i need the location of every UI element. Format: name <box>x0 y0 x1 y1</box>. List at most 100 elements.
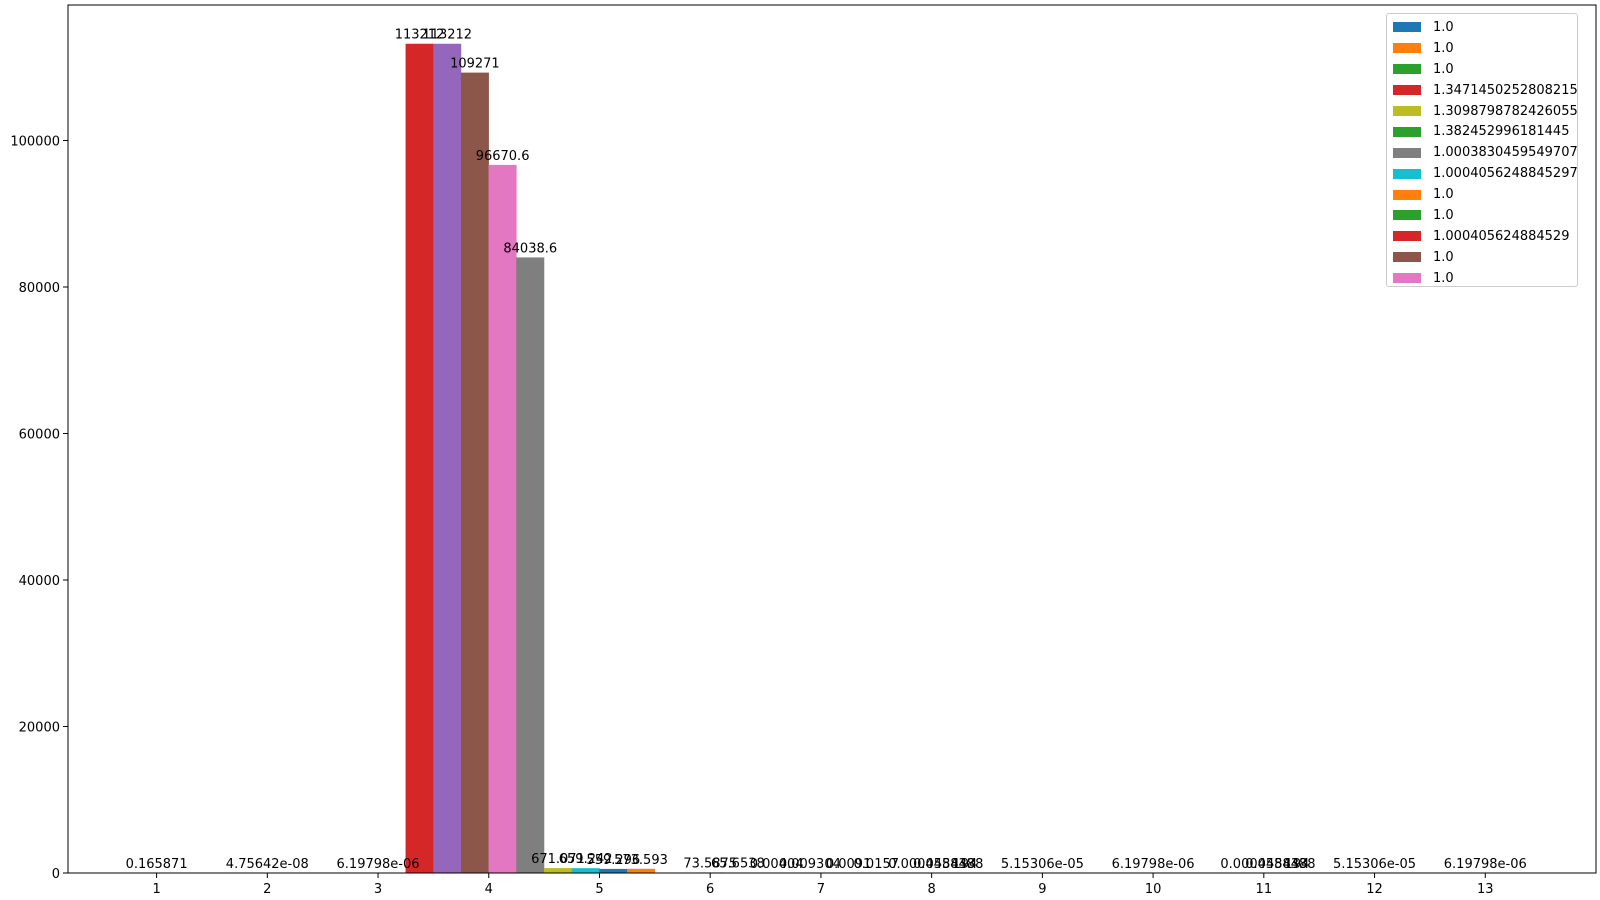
data-label-1: 0.165871 <box>126 857 188 872</box>
data-labels-layer: 0.165871 4.75642e-08 6.19798e-06 1132121132… <box>126 28 1527 872</box>
x-tick-label-9: 9 <box>1038 882 1046 897</box>
legend-label: 1.3098798782426055 <box>1433 103 1578 119</box>
legend-item-7: 1.0003830459549707 <box>1393 142 1578 163</box>
x-tick-label-1: 1 <box>152 882 160 897</box>
data-label-23: 6.19798e-06 <box>1112 857 1195 872</box>
x-tick-label-8: 8 <box>928 882 936 897</box>
legend-label: 1.000405624884529 <box>1433 228 1570 244</box>
data-label-20: 0.0458438 <box>913 857 983 872</box>
legend-label: 1.382452996181445 <box>1433 124 1570 140</box>
legend-label: 1.3471450252808215 <box>1433 82 1578 98</box>
bar-10 <box>571 868 600 873</box>
data-label-21: 194 <box>952 857 977 872</box>
data-label-12: 573.593 <box>614 853 668 868</box>
legend-item-8: 1.0004056248845297 <box>1393 163 1578 184</box>
legend-item-4: 1.3471450252808215 <box>1393 80 1578 101</box>
legend-item-11: 1.000405624884529 <box>1393 226 1571 247</box>
x-tick-label-3: 3 <box>374 882 382 897</box>
data-label-14: 65.6538 <box>711 857 765 872</box>
x-tick-label-10: 10 <box>1145 882 1162 897</box>
legend-swatch <box>1393 22 1421 33</box>
x-tick-label-12: 12 <box>1366 882 1383 897</box>
legend-swatch <box>1393 106 1421 116</box>
data-label-3: 6.19798e-06 <box>337 857 420 872</box>
legend-item-3: 1.0 <box>1393 59 1571 80</box>
x-tick-label-6: 6 <box>706 882 714 897</box>
y-tick-label-6: 100000 <box>10 135 60 150</box>
bar-6 <box>460 72 489 874</box>
y-tick-label-2: 20000 <box>19 721 60 736</box>
legend-label: 1.0 <box>1433 40 1454 56</box>
legend-swatch <box>1393 210 1421 221</box>
legend-swatch <box>1393 64 1421 75</box>
y-tick-label-1: 0 <box>52 867 60 882</box>
data-label-17: 0.0091 <box>826 857 872 872</box>
legend-swatch <box>1393 126 1421 137</box>
x-tick-label-2: 2 <box>263 882 271 897</box>
legend-label: 1.0 <box>1433 61 1454 77</box>
y-tick-label-3: 40000 <box>19 574 60 589</box>
data-label-18: 0.0157 <box>854 857 900 872</box>
bar-5 <box>433 43 462 873</box>
legend-item-13: 1.0 <box>1393 268 1571 289</box>
data-label-26: 194 <box>1285 857 1310 872</box>
y-tick-label-5: 80000 <box>19 281 60 296</box>
data-label-8: 84038.6 <box>503 241 557 256</box>
x-tick-label-4: 4 <box>485 882 493 897</box>
bars-layer <box>142 43 1312 874</box>
data-label-4: 113212 <box>395 28 445 43</box>
legend-item-6: 1.382452996181445 <box>1393 121 1571 142</box>
legend-swatch <box>1393 273 1421 284</box>
x-tick-label-11: 11 <box>1256 882 1273 897</box>
legend-label: 1.0004056248845297 <box>1433 166 1578 182</box>
legend-label: 1.0 <box>1433 187 1454 203</box>
legend-label: 1.0 <box>1433 19 1454 35</box>
data-label-24: 0.000458438 <box>1220 857 1307 872</box>
data-label-2: 4.75642e-08 <box>226 857 309 872</box>
data-label-10: 659.242 <box>559 852 613 867</box>
legend-swatch <box>1393 168 1421 179</box>
plot-frame <box>67 4 1597 874</box>
data-label-19: 0.000458438 <box>888 857 975 872</box>
legend-item-10: 1.0 <box>1393 205 1571 226</box>
data-label-28: 6.19798e-06 <box>1444 857 1527 872</box>
data-label-27: 5.15306e-05 <box>1333 857 1416 872</box>
legend-swatch <box>1393 189 1421 200</box>
legend-swatch <box>1393 43 1421 54</box>
data-label-9: 671.071 <box>531 852 585 867</box>
data-label-16: 0.009304 <box>779 857 841 872</box>
data-label-6: 109271 <box>450 57 500 72</box>
bar-9 <box>543 868 572 873</box>
legend: 1.0 1.0 1.0 1.3471450252808215 1.30987987824… <box>1386 13 1578 287</box>
legend-swatch <box>1393 231 1421 242</box>
data-label-7: 96670.6 <box>476 149 530 164</box>
bar-12 <box>627 868 655 873</box>
data-label-5: 113212 <box>422 28 472 43</box>
legend-item-12: 1.0 <box>1393 247 1571 268</box>
legend-item-9: 1.0 <box>1393 184 1571 205</box>
bar-7 <box>488 164 517 873</box>
legend-label: 1.0 <box>1433 249 1454 265</box>
legend-label: 1.0003830459549707 <box>1433 145 1578 161</box>
x-tick-label-5: 5 <box>595 882 603 897</box>
data-label-11: 559.296 <box>586 853 640 868</box>
bar-11 <box>599 868 628 873</box>
data-label-25: 0.0458438 <box>1245 857 1315 872</box>
data-label-13: 73.5875 <box>683 856 737 871</box>
x-tick-label-13: 13 <box>1477 882 1494 897</box>
legend-swatch <box>1393 252 1421 263</box>
bar-4 <box>405 43 434 873</box>
y-tick-label-4: 60000 <box>19 428 60 443</box>
x-tick-label-7: 7 <box>817 882 825 897</box>
legend-item-2: 1.0 <box>1393 38 1571 59</box>
legend-item-1: 1.0 <box>1393 17 1571 38</box>
legend-swatch <box>1393 147 1421 158</box>
legend-item-5: 1.3098798782426055 <box>1393 101 1578 122</box>
legend-swatch <box>1393 85 1421 96</box>
legend-label: 1.0 <box>1433 207 1454 223</box>
legend-label: 1.0 <box>1433 270 1454 286</box>
data-label-15: 0.00404 <box>750 857 804 872</box>
bar-8 <box>516 257 545 873</box>
